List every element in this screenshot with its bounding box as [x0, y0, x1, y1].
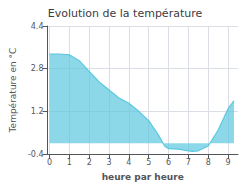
svg-text:heure par heure: heure par heure [102, 172, 184, 182]
svg-text:3: 3 [106, 158, 111, 167]
svg-text:4.4: 4.4 [31, 22, 44, 31]
svg-text:4: 4 [126, 158, 131, 167]
svg-text:8: 8 [206, 158, 211, 167]
svg-text:2: 2 [87, 158, 92, 167]
svg-text:2.8: 2.8 [31, 64, 44, 73]
svg-text:Température en °C: Température en °C [8, 48, 18, 134]
svg-text:5: 5 [146, 158, 151, 167]
svg-text:1: 1 [67, 158, 72, 167]
svg-text:1.2: 1.2 [31, 107, 44, 116]
svg-text:Evolution de la température: Evolution de la température [48, 7, 203, 20]
svg-text:7: 7 [186, 158, 191, 167]
svg-text:6: 6 [166, 158, 171, 167]
svg-text:-0.4: -0.4 [28, 150, 44, 159]
svg-text:0: 0 [47, 158, 52, 167]
svg-text:9: 9 [226, 158, 231, 167]
